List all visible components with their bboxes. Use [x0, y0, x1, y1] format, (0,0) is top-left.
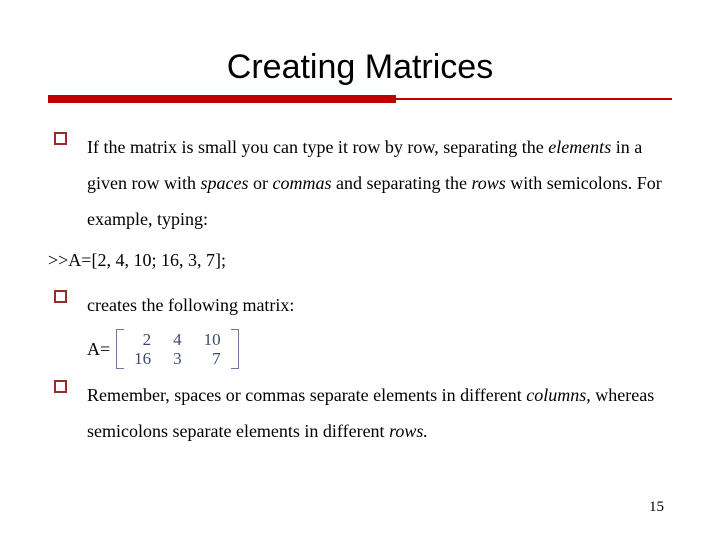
slide-title: Creating Matrices	[48, 48, 672, 87]
bracket-left-icon	[116, 329, 124, 369]
bracket-right-icon	[231, 329, 239, 369]
matrix-grid: 2 4 10 16 3 7	[124, 329, 231, 369]
matrix: 2 4 10 16 3 7	[116, 329, 239, 369]
bullet-1-text: If the matrix is small you can type it r…	[87, 129, 672, 237]
bullet-marker-icon	[54, 380, 67, 393]
matrix-cell: 4	[173, 331, 182, 349]
bullet-3: Remember, spaces or commas separate elem…	[48, 377, 672, 449]
code-line: >>A=[2, 4, 10; 16, 3, 7];	[48, 243, 672, 277]
slide: Creating Matrices If the matrix is small…	[0, 0, 720, 449]
matrix-cell: 10	[204, 331, 221, 349]
underline-thin	[396, 98, 672, 100]
title-underline	[48, 95, 672, 103]
matrix-cell: 3	[173, 350, 182, 368]
matrix-label: A=	[87, 339, 110, 360]
bullet-marker-icon	[54, 290, 67, 303]
matrix-display: A= 2 4 10 16 3 7	[87, 329, 672, 369]
bullet-1: If the matrix is small you can type it r…	[48, 129, 672, 237]
matrix-cell: 16	[134, 350, 151, 368]
underline-thick	[48, 95, 396, 103]
bullet-2-text: creates the following matrix:	[87, 287, 672, 323]
bullet-3-text: Remember, spaces or commas separate elem…	[87, 377, 672, 449]
bullet-2: creates the following matrix:	[48, 287, 672, 323]
bullet-marker-icon	[54, 132, 67, 145]
page-number: 15	[649, 499, 664, 516]
matrix-cell: 7	[204, 350, 221, 368]
matrix-cell: 2	[134, 331, 151, 349]
